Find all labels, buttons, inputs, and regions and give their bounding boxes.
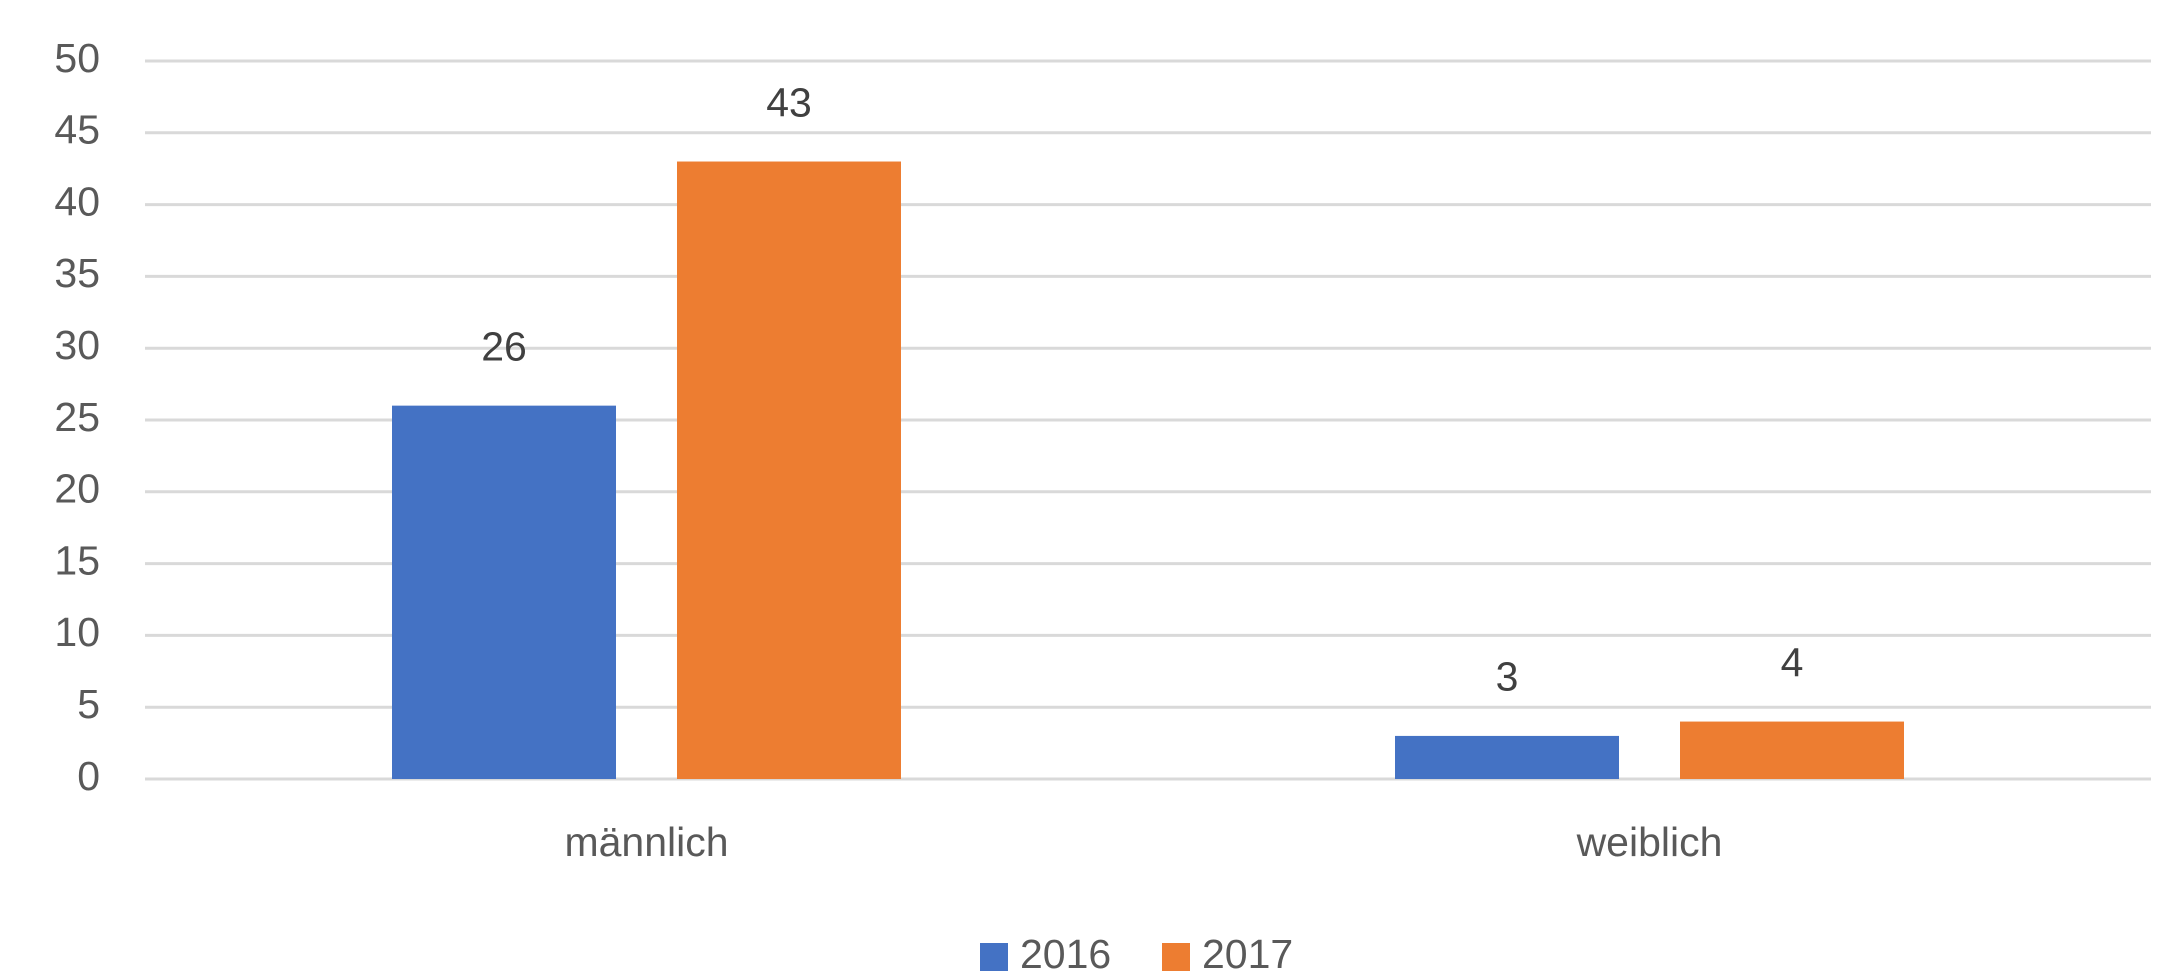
y-tick-label: 15: [54, 537, 100, 583]
y-tick-label: 10: [54, 609, 100, 655]
bar: [392, 405, 616, 779]
legend-label: 2016: [1020, 931, 1111, 977]
y-tick-label: 30: [54, 322, 100, 368]
x-tick-label: männlich: [564, 819, 728, 865]
legend-label: 2017: [1202, 931, 1293, 977]
data-label: 3: [1496, 654, 1519, 700]
y-tick-label: 25: [54, 394, 100, 440]
y-tick-label: 35: [54, 250, 100, 296]
bar: [1680, 721, 1904, 779]
x-tick-label: weiblich: [1576, 819, 1723, 865]
y-tick-label: 40: [54, 178, 100, 224]
data-label: 26: [481, 323, 527, 369]
legend-swatch: [980, 943, 1008, 971]
y-tick-label: 50: [54, 35, 100, 81]
y-tick-label: 5: [77, 681, 100, 727]
legend-swatch: [1162, 943, 1190, 971]
bar: [677, 161, 901, 779]
data-label: 43: [766, 79, 812, 125]
bar: [1395, 735, 1619, 779]
y-tick-label: 45: [54, 107, 100, 153]
data-label: 4: [1781, 639, 1804, 685]
y-tick-label: 0: [77, 753, 100, 799]
y-tick-label: 20: [54, 466, 100, 512]
